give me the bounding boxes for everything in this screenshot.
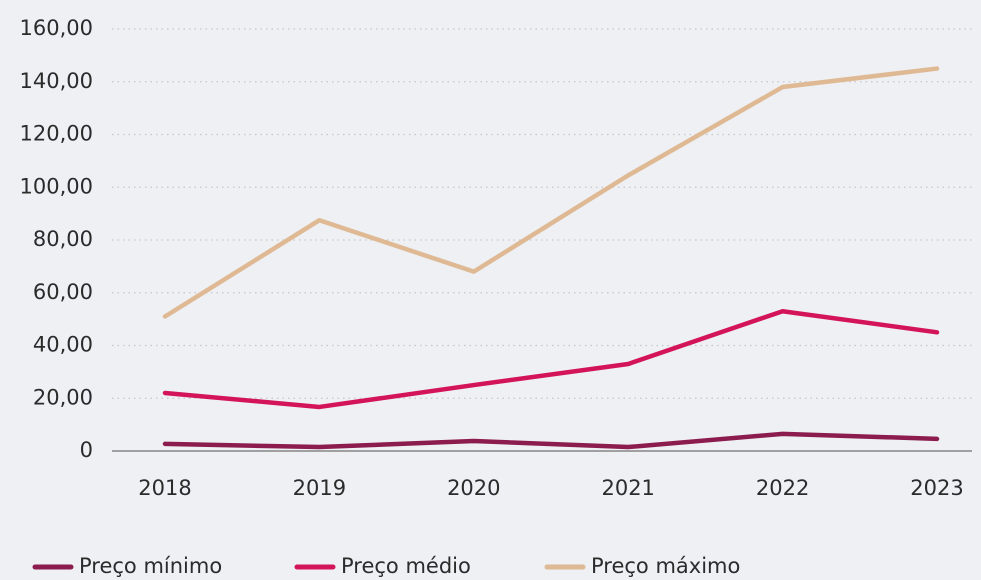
- x-tick-label: 2018: [138, 476, 191, 500]
- legend-label: Preço máximo: [591, 554, 740, 578]
- y-tick-label: 160,00: [20, 16, 93, 40]
- y-tick-label: 100,00: [20, 174, 93, 198]
- legend-label: Preço médio: [341, 554, 471, 578]
- y-tick-label: 20,00: [33, 385, 93, 409]
- series-line: [162, 308, 940, 410]
- series-line: [162, 66, 940, 319]
- y-tick-label: 140,00: [20, 69, 93, 93]
- x-tick-label: 2021: [601, 476, 654, 500]
- x-tick-label: 2022: [756, 476, 809, 500]
- y-tick-label: 60,00: [33, 280, 93, 304]
- series-line: [162, 431, 940, 450]
- y-tick-label: 120,00: [20, 122, 93, 146]
- x-tick-label: 2023: [910, 476, 963, 500]
- y-tick-label: 0: [80, 438, 93, 462]
- x-tick-label: 2020: [447, 476, 500, 500]
- y-tick-label: 40,00: [33, 333, 93, 357]
- y-tick-label: 80,00: [33, 227, 93, 251]
- legend-label: Preço mínimo: [79, 554, 222, 578]
- x-tick-label: 2019: [293, 476, 346, 500]
